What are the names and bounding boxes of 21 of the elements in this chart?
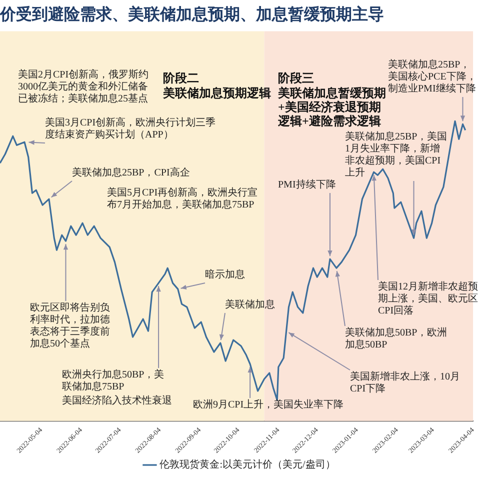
legend-label: 伦敦现货黄金:以美元计价（美元/盎司）	[160, 458, 336, 471]
text: 美联储加息预期逻辑	[162, 86, 271, 100]
annotation: 暗示加息	[205, 268, 245, 281]
text: 美国2月CPI创新高，俄罗斯约3000亿美元的黄金和外汇储备已被冻结；美联储加息25基点	[18, 68, 149, 105]
annotation: 美国5月CPI再创新高，欧洲央行宣布7月开始加息，美联储加息75BP	[107, 186, 258, 211]
annotation: PMI持续下降	[278, 178, 336, 191]
annotation: 美联储加息暂缓预期+美国经济衰退预期逻辑+避险需求逻辑	[277, 86, 386, 128]
annotation: 欧元区即将告别负利率时代，拉加德表态将于三季度前加息50个基点	[30, 302, 110, 350]
annotation: 美联储加息50BP，欧洲加息50BP	[345, 326, 448, 351]
annotation: 美联储加息	[225, 298, 275, 311]
band-label: 阶段二	[163, 71, 199, 86]
annotation: 美国12月新增非农超预期上涨，美国、欧元区CPI回落	[378, 280, 478, 317]
annotation: 美国3月CPI创新高，欧洲央行计划三季度结束资产购买计划（APP）	[45, 116, 216, 141]
annotation: 欧洲央行加息50BP，美联储加息75BP	[62, 368, 164, 393]
annotation: 欧洲9月CPI上升，美国失业率下降	[193, 398, 344, 411]
annotation: 美国经济陷入技术性衰退	[62, 394, 172, 407]
band-label: 阶段三	[278, 71, 314, 86]
annotation: 美联储加息25BP，CPI高企	[72, 166, 190, 179]
annotation: 美国新增非农上涨，10月CPI下降	[350, 370, 460, 395]
annotation: 美联储加息25BP，美国1月失业率下降，新增非农超预期，美国CPI上升	[345, 130, 448, 179]
annotation: 美联储加息25BP，美国核心PCE下降，制造业PMI继续下降	[388, 58, 476, 95]
